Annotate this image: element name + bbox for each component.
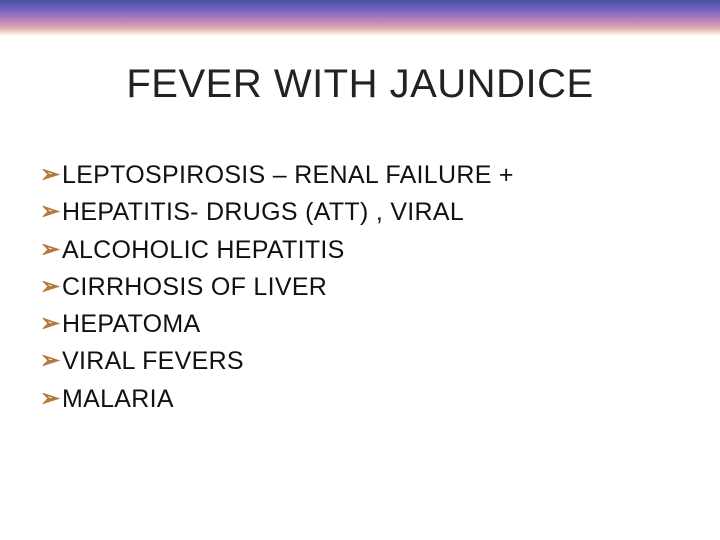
chevron-right-icon: ➢ xyxy=(40,309,62,339)
list-item-text: MALARIA xyxy=(62,384,680,415)
list-item: ➢ VIRAL FEVERS xyxy=(40,346,680,377)
list-item: ➢ LEPTOSPIROSIS – RENAL FAILURE + xyxy=(40,160,680,191)
list-item-text: LEPTOSPIROSIS – RENAL FAILURE + xyxy=(62,160,680,191)
list-item-text: VIRAL FEVERS xyxy=(62,346,680,377)
chevron-right-icon: ➢ xyxy=(40,235,62,265)
list-item-text: HEPATITIS- DRUGS (ATT) , VIRAL xyxy=(62,197,680,228)
list-item-text: HEPATOMA xyxy=(62,309,680,340)
chevron-right-icon: ➢ xyxy=(40,272,62,302)
top-gradient-band xyxy=(0,0,720,36)
chevron-right-icon: ➢ xyxy=(40,160,62,190)
list-item: ➢ HEPATOMA xyxy=(40,309,680,340)
list-item: ➢ MALARIA xyxy=(40,384,680,415)
list-item-text: CIRRHOSIS OF LIVER xyxy=(62,272,680,303)
list-item: ➢ CIRRHOSIS OF LIVER xyxy=(40,272,680,303)
list-item: ➢ HEPATITIS- DRUGS (ATT) , VIRAL xyxy=(40,197,680,228)
chevron-right-icon: ➢ xyxy=(40,346,62,376)
list-item: ➢ ALCOHOLIC HEPATITIS xyxy=(40,235,680,266)
bullet-list: ➢ LEPTOSPIROSIS – RENAL FAILURE + ➢ HEPA… xyxy=(40,160,680,421)
chevron-right-icon: ➢ xyxy=(40,384,62,414)
chevron-right-icon: ➢ xyxy=(40,197,62,227)
slide-title: FEVER WITH JAUNDICE xyxy=(0,62,720,107)
list-item-text: ALCOHOLIC HEPATITIS xyxy=(62,235,680,266)
